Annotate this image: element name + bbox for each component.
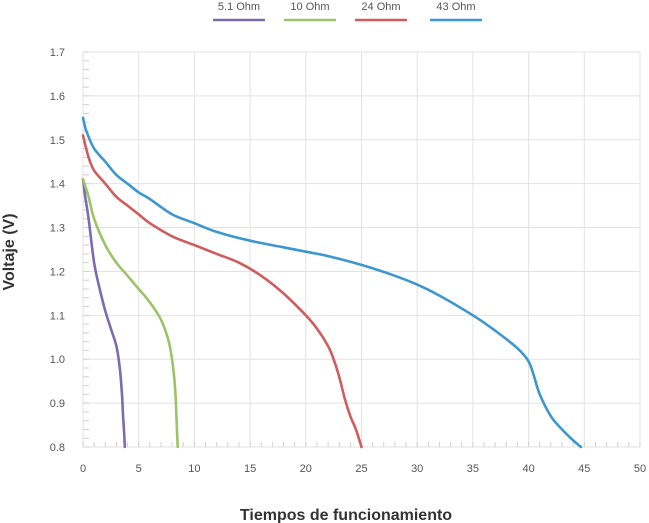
y-tick-label: 1.3 — [50, 223, 65, 235]
x-tick-label: 35 — [467, 463, 479, 475]
y-tick-label: 0.8 — [50, 442, 65, 454]
x-tick-label: 5 — [136, 463, 142, 475]
legend-label: 10 Ohm — [290, 1, 329, 13]
y-tick-label: 1.4 — [50, 179, 65, 191]
x-tick-label: 20 — [300, 463, 312, 475]
x-tick-label: 30 — [411, 463, 423, 475]
y-tick-label: 0.9 — [50, 398, 65, 410]
y-axis-title: Voltaje (V) — [1, 213, 18, 290]
x-tick-label: 15 — [244, 463, 256, 475]
x-tick-label: 40 — [522, 463, 534, 475]
y-tick-label: 1.6 — [50, 91, 65, 103]
series-line-5-1-ohm — [81, 178, 127, 449]
x-tick-label: 10 — [188, 463, 200, 475]
grid — [82, 51, 641, 448]
legend-label: 24 Ohm — [361, 1, 400, 13]
series-line-24-ohm — [81, 134, 363, 449]
legend-label: 43 Ohm — [436, 1, 475, 13]
legend-label: 5.1 Ohm — [218, 1, 260, 13]
y-tick-label: 1.2 — [50, 266, 65, 278]
series-line-43-ohm — [81, 116, 583, 449]
legend: 5.1 Ohm 10 Ohm 24 Ohm 43 Ohm — [213, 1, 482, 22]
y-tick-label: 1.5 — [50, 135, 65, 147]
x-tick-label: 25 — [355, 463, 367, 475]
y-tick-label: 1.0 — [50, 354, 65, 366]
y-tick-label: 1.7 — [50, 47, 65, 59]
x-axis-title: Tiempos de funcionamiento — [240, 507, 452, 523]
series-lines — [81, 116, 583, 449]
x-tick-label: 0 — [80, 463, 86, 475]
x-tick-label: 45 — [578, 463, 590, 475]
y-tick-label: 1.1 — [50, 310, 65, 322]
tick-labels: 0 5 10 15 20 25 30 35 40 45 50 0.8 0.9 1.0 1.1 1.2 1.3 1.… — [50, 47, 646, 475]
x-tick-label: 50 — [634, 463, 646, 475]
series-line-10-ohm — [81, 178, 179, 449]
